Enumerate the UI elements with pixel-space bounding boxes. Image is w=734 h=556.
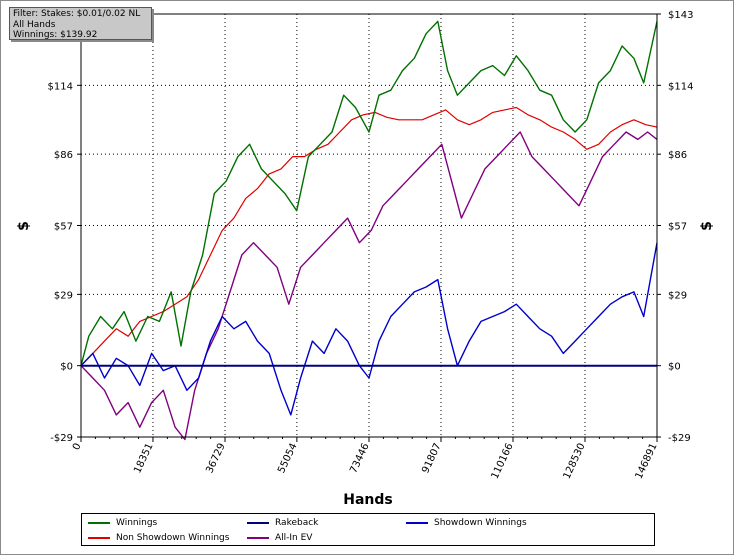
- chart-legend: Winnings Rakeback Showdown Winnings Non …: [81, 513, 655, 546]
- x-tick-label-1: 18351: [132, 442, 155, 475]
- x-tick-label-5: 91807: [420, 442, 443, 475]
- y-axis-label-left: $: [16, 221, 32, 231]
- series-line-showdown-winnings: [80, 242, 658, 416]
- legend-label-showdown-winnings: Showdown Winnings: [434, 518, 527, 528]
- y-tick-label-right-0: $143: [668, 10, 693, 21]
- x-tick-label-0: 0: [71, 442, 84, 452]
- y-tick-label-right-6: -$29: [668, 433, 691, 444]
- legend-swatch-non-showdown-winnings: [88, 537, 110, 539]
- x-tick-label-2: 36729: [204, 442, 227, 475]
- y-tick-label-left-3: $57: [54, 222, 73, 233]
- filter-stakes-text: Filter: Stakes: $0.01/0.02 NL: [13, 9, 141, 19]
- y-tick-label-left-2: $86: [54, 150, 73, 161]
- y-tick-label-right-4: $29: [668, 290, 687, 301]
- x-tick-label-6: 110166: [490, 442, 516, 481]
- y-tick-labels-left: $143$114$86$57$29$0-$29: [48, 10, 73, 444]
- filter-hands-text: All Hands: [13, 19, 56, 30]
- x-axis-label: Hands: [343, 492, 393, 508]
- legend-item-rakeback: Rakeback: [247, 517, 318, 529]
- y-tick-label-right-5: $0: [668, 362, 681, 373]
- legend-label-non-showdown-winnings: Non Showdown Winnings: [116, 533, 230, 543]
- grid-lines: [80, 13, 658, 438]
- axes: [77, 13, 661, 442]
- y-tick-label-left-5: $0: [60, 362, 73, 373]
- series-layer: [80, 20, 658, 441]
- x-tick-label-4: 73446: [348, 442, 371, 475]
- x-tick-label-3: 55054: [276, 442, 299, 475]
- filter-winnings-text: Winnings: $139.92: [13, 30, 98, 40]
- series-line-non-showdown-winnings: [80, 106, 658, 367]
- filter-info-box: Filter: Stakes: $0.01/0.02 NL All Hands …: [9, 7, 152, 40]
- y-tick-label-left-6: -$29: [50, 433, 73, 444]
- legend-swatch-showdown-winnings: [406, 522, 428, 524]
- series-line-winnings: [80, 20, 658, 366]
- series-line-all-in-ev: [80, 131, 658, 441]
- legend-label-all-in-ev: All-In EV: [275, 533, 313, 543]
- legend-item-showdown-winnings: Showdown Winnings: [406, 517, 527, 529]
- x-tick-label-7: 128530: [562, 442, 588, 481]
- legend-label-winnings: Winnings: [116, 518, 158, 528]
- x-tick-labels: 0 18351 36729 55054 73446 91807 110166 128530 14…: [71, 442, 660, 481]
- legend-item-non-showdown-winnings: Non Showdown Winnings: [88, 532, 229, 544]
- y-tick-label-right-3: $57: [668, 222, 687, 233]
- legend-swatch-winnings: [88, 522, 110, 524]
- x-tick-label-8: 146891: [634, 442, 660, 481]
- y-tick-label-left-1: $114: [48, 81, 73, 92]
- y-tick-label-right-1: $114: [668, 81, 693, 92]
- legend-swatch-all-in-ev: [247, 537, 269, 539]
- legend-label-rakeback: Rakeback: [275, 518, 319, 528]
- y-tick-label-left-4: $29: [54, 290, 73, 301]
- legend-item-all-in-ev: All-In EV: [247, 532, 312, 544]
- legend-item-winnings: Winnings: [88, 517, 157, 529]
- y-axis-label-right: $: [699, 221, 715, 231]
- legend-swatch-rakeback: [247, 522, 269, 524]
- y-tick-label-right-2: $86: [668, 150, 687, 161]
- y-tick-labels-right: $143 $114 $86 $57 $29 $0 -$29: [668, 10, 693, 444]
